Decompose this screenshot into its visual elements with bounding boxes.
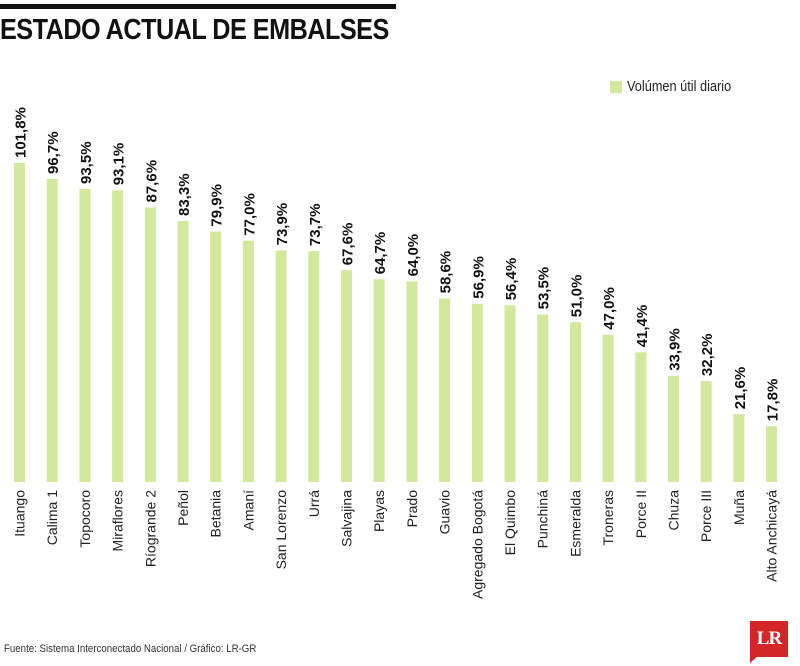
value-label-4: 87,6% bbox=[143, 160, 160, 203]
category-label-9: Urrá bbox=[306, 490, 322, 517]
bar-14 bbox=[471, 303, 483, 482]
value-label-17: 51,0% bbox=[568, 275, 585, 318]
bar-7 bbox=[242, 240, 254, 482]
category-label-22: Muña bbox=[731, 490, 747, 525]
value-label-5: 83,3% bbox=[176, 173, 193, 216]
category-label-10: Salvajina bbox=[339, 490, 355, 547]
category-label-21: Porce III bbox=[698, 490, 714, 542]
value-label-9: 73,7% bbox=[307, 204, 324, 247]
category-label-4: Ríogrande 2 bbox=[142, 490, 158, 567]
source-note: Fuente: Sistema Interconectado Nacional … bbox=[4, 643, 257, 655]
bar-11 bbox=[373, 279, 385, 482]
category-label-23: Alto Anchicayá bbox=[764, 490, 780, 582]
value-label-10: 67,6% bbox=[340, 223, 357, 266]
lr-logo-tail bbox=[750, 655, 759, 663]
value-label-16: 53,5% bbox=[536, 267, 553, 310]
value-label-6: 79,9% bbox=[209, 184, 226, 227]
legend-swatch bbox=[610, 80, 622, 93]
bar-1 bbox=[46, 179, 58, 482]
category-label-18: Troneras bbox=[600, 490, 616, 546]
bar-20 bbox=[668, 375, 679, 482]
bar-15 bbox=[504, 305, 516, 482]
category-label-2: Topocoro bbox=[77, 490, 93, 548]
category-label-15: El Quimbo bbox=[502, 490, 518, 556]
bar-21 bbox=[700, 381, 712, 482]
bar-10 bbox=[341, 270, 352, 482]
value-label-2: 93,5% bbox=[78, 141, 95, 184]
value-label-14: 56,9% bbox=[470, 256, 487, 299]
category-label-20: Chuza bbox=[666, 490, 682, 531]
value-label-8: 73,9% bbox=[274, 203, 291, 246]
category-label-14: Agregado Bogotá bbox=[469, 490, 485, 599]
category-label-1: Calima 1 bbox=[44, 490, 60, 545]
bar-18 bbox=[602, 334, 614, 482]
chart-title: ESTADO ACTUAL DE EMBALSES bbox=[0, 14, 389, 46]
value-label-18: 47,0% bbox=[601, 287, 618, 330]
category-label-7: Amaní bbox=[240, 490, 256, 531]
value-label-20: 33,9% bbox=[667, 328, 684, 371]
value-label-21: 32,2% bbox=[699, 334, 716, 377]
bar-23 bbox=[766, 426, 778, 482]
value-label-23: 17,8% bbox=[765, 379, 782, 422]
value-label-0: 101,8% bbox=[13, 107, 30, 158]
bar-19 bbox=[635, 352, 647, 482]
category-label-5: Peñol bbox=[175, 490, 191, 526]
value-label-13: 58,6% bbox=[438, 251, 455, 294]
legend: Volúmen útil diario bbox=[610, 78, 750, 95]
category-label-17: Esmeralda bbox=[567, 490, 583, 557]
bar-22 bbox=[733, 414, 745, 482]
category-label-16: Punchiná bbox=[535, 490, 551, 549]
value-label-3: 93,1% bbox=[111, 143, 128, 186]
bar-16 bbox=[537, 314, 549, 482]
bar-2 bbox=[79, 189, 91, 482]
bar-3 bbox=[112, 190, 124, 483]
bar-8 bbox=[275, 250, 287, 482]
value-label-1: 96,7% bbox=[45, 131, 62, 174]
value-label-15: 56,4% bbox=[503, 258, 520, 301]
bar-4 bbox=[144, 207, 156, 482]
bar-13 bbox=[439, 298, 451, 482]
value-label-7: 77,0% bbox=[241, 193, 258, 236]
category-label-13: Guavio bbox=[437, 490, 453, 535]
bar-17 bbox=[569, 322, 581, 482]
value-label-11: 64,7% bbox=[372, 232, 389, 275]
category-label-12: Prado bbox=[404, 490, 420, 528]
category-label-8: San Lorenzo bbox=[273, 490, 289, 570]
bar-9 bbox=[308, 251, 320, 482]
category-label-19: Porce II bbox=[633, 490, 649, 538]
lr-logo-text: LR bbox=[756, 628, 782, 649]
value-label-12: 64,0% bbox=[405, 234, 422, 277]
legend-label: Volúmen útil diario bbox=[627, 78, 732, 95]
title-rule bbox=[0, 4, 396, 9]
value-label-19: 41,4% bbox=[634, 305, 651, 348]
lr-logo: LR bbox=[750, 621, 788, 657]
bar-6 bbox=[210, 231, 222, 482]
bar-0 bbox=[14, 163, 25, 482]
bar-12 bbox=[406, 281, 418, 482]
value-label-22: 21,6% bbox=[732, 367, 749, 410]
category-label-6: Betania bbox=[208, 490, 224, 538]
category-label-11: Playas bbox=[371, 490, 387, 532]
bar-5 bbox=[177, 221, 189, 482]
category-label-0: Ituango bbox=[12, 490, 28, 537]
category-label-3: Miraflores bbox=[110, 490, 126, 551]
